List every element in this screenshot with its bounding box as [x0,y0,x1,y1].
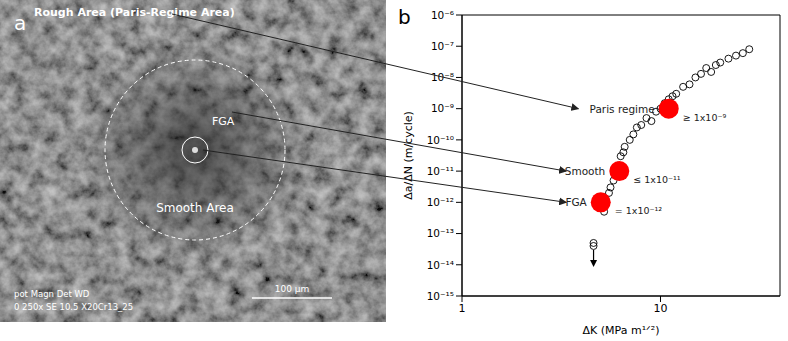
svg-text:10: 10 [653,302,667,315]
svg-text:Rough Area (Paris-Regime Area): Rough Area (Paris-Regime Area) [34,6,235,19]
svg-text:Δa/ΔN (m/cycle): Δa/ΔN (m/cycle) [402,111,415,200]
svg-text:pot Magn Det WD: pot Magn Det WD [14,289,90,299]
svg-text:b: b [398,5,411,29]
svg-text:10⁻¹³: 10⁻¹³ [427,227,454,239]
svg-text:10⁻⁸: 10⁻⁸ [431,71,454,83]
svg-text:FGA: FGA [212,115,235,128]
svg-text:10⁻¹⁵: 10⁻¹⁵ [427,290,454,302]
svg-text:10⁻¹¹: 10⁻¹¹ [427,165,454,177]
svg-text:≥ 1x10⁻⁹: ≥ 1x10⁻⁹ [683,112,727,123]
svg-text:≤ 1x10⁻¹¹: ≤ 1x10⁻¹¹ [633,174,681,185]
svg-text:100 μm: 100 μm [275,284,310,294]
svg-text:Smooth Area: Smooth Area [156,201,234,215]
svg-text:a: a [14,11,26,35]
svg-text:Smooth: Smooth [565,165,606,177]
svg-text:10⁻¹⁴: 10⁻¹⁴ [427,259,454,271]
svg-text:10⁻⁷: 10⁻⁷ [431,40,454,52]
svg-text:1: 1 [459,302,466,315]
svg-text:ΔK (MPa m¹ᐟ²): ΔK (MPa m¹ᐟ²) [583,324,660,337]
svg-text:10⁻¹²: 10⁻¹² [427,196,454,208]
svg-text:= 1x10⁻¹²: = 1x10⁻¹² [615,205,663,216]
svg-text:0 250x SE 10.5 X20Cr13_25: 0 250x SE 10.5 X20Cr13_25 [14,302,133,312]
svg-text:Paris regime: Paris regime [590,103,655,115]
svg-text:10⁻⁹: 10⁻⁹ [431,102,454,114]
svg-text:10⁻¹⁰: 10⁻¹⁰ [427,134,454,146]
svg-text:FGA: FGA [565,196,587,208]
svg-text:10⁻⁶: 10⁻⁶ [431,9,454,21]
